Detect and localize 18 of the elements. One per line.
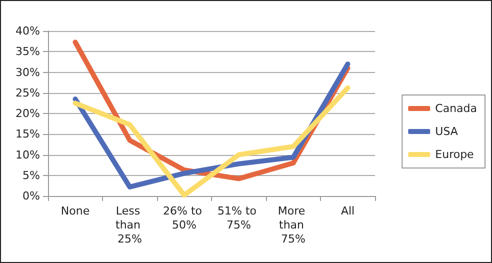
legend-label: Canada: [435, 102, 477, 115]
y-tick-label: 35%: [16, 45, 40, 58]
y-tick-label: 15%: [16, 128, 40, 141]
x-tick-label: More than 75%: [278, 204, 309, 246]
y-tick-label: 5%: [22, 168, 40, 182]
legend-label: USA: [435, 125, 458, 138]
x-tick-label: Less than 25%: [116, 204, 144, 246]
x-tick-label: 26% to 50%: [163, 204, 206, 232]
y-tick-label: 20%: [16, 107, 40, 120]
x-tick-label: 51% to 75%: [218, 204, 260, 232]
y-tick-label: 30%: [16, 66, 40, 79]
x-tick-label: All: [340, 204, 355, 218]
legend-label: Europe: [435, 148, 474, 161]
y-tick-label: 25%: [16, 86, 40, 100]
y-tick-label: 40%: [16, 24, 40, 38]
y-tick-label: 10%: [16, 148, 40, 162]
x-tick-label: None: [60, 204, 90, 218]
y-tick-label: 0%: [22, 190, 40, 202]
